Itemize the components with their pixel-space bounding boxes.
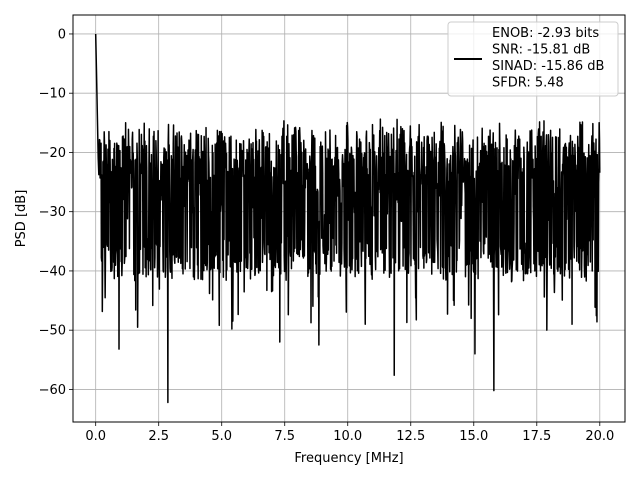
y-axis: 0 −10 −20 −30 −40 −50 −60 (39, 27, 73, 398)
legend-enob: ENOB: -2.93 bits (492, 26, 599, 41)
x-tick-label: 10.0 (333, 429, 362, 444)
psd-series-line (94, 33, 601, 404)
legend-sfdr: SFDR: 5.48 (492, 76, 564, 91)
y-tick-label: 0 (58, 27, 66, 42)
x-tick-label: 12.5 (396, 429, 425, 444)
legend-snr: SNR: -15.81 dB (492, 43, 590, 58)
y-tick-label: −20 (39, 146, 66, 161)
x-tick-label: 17.5 (522, 429, 551, 444)
y-tick-label: −30 (39, 205, 66, 220)
x-tick-label: 15.0 (459, 429, 488, 444)
x-axis-label: Frequency [MHz] (294, 451, 403, 466)
legend-box (447, 21, 619, 97)
y-axis-label: PSD [dB] (14, 190, 29, 248)
plot-frame (72, 14, 626, 423)
x-tick-label: 2.5 (148, 429, 169, 444)
y-tick-label: −60 (39, 383, 66, 398)
x-tick-label: 0.0 (85, 429, 106, 444)
x-tick-label: 20.0 (585, 429, 614, 444)
x-tick-label: 5.0 (211, 429, 232, 444)
x-tick-label: 7.5 (274, 429, 295, 444)
x-axis: 0.0 2.5 5.0 7.5 10.0 12.5 15.0 17.5 20.0 (85, 422, 614, 444)
y-tick-label: −10 (39, 87, 66, 102)
y-tick-label: −40 (39, 264, 66, 279)
legend: ENOB: -2.93 bits SNR: -15.81 dB SINAD: -… (447, 21, 619, 97)
legend-sinad: SINAD: -15.86 dB (492, 59, 604, 74)
y-tick-label: −50 (39, 324, 66, 339)
series-group (94, 33, 601, 404)
